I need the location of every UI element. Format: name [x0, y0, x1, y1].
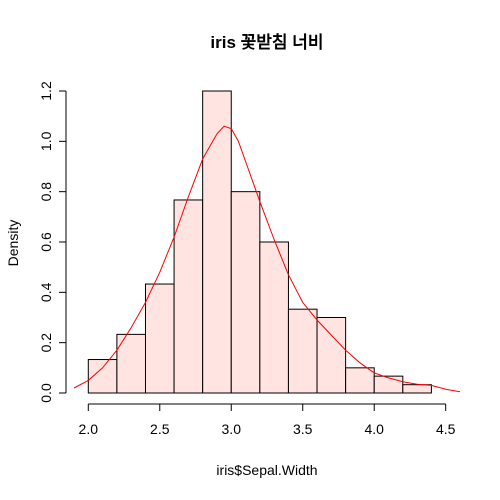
histogram-bar [173, 199, 204, 394]
y-tick-label: 1.2 [38, 81, 54, 101]
histogram-bar [202, 90, 232, 394]
x-axis-label: iris$Sepal.Width [216, 462, 317, 478]
x-tick-label: 3.5 [293, 421, 313, 437]
y-axis: 0.0 0.2 0.4 0.6 0.8 1.0 1.2 [38, 81, 67, 403]
histogram-bar [316, 317, 347, 394]
histogram-bar [116, 333, 146, 394]
density-curve-layer [73, 125, 461, 393]
y-tick-label: 0.6 [38, 232, 54, 252]
x-tick-label: 4.0 [364, 421, 384, 437]
x-tick-label: 4.5 [436, 421, 456, 437]
y-axis-label: Density [5, 220, 21, 267]
histogram-bar [373, 375, 404, 394]
y-tick-label: 0.8 [38, 182, 54, 202]
histogram-bar [144, 283, 175, 394]
y-tick-label: 0.2 [38, 333, 54, 353]
density-curve [73, 125, 461, 393]
histogram-bar [287, 308, 318, 394]
x-tick-label: 2.5 [150, 421, 170, 437]
y-tick-label: 0.4 [38, 282, 54, 302]
y-tick-label: 1.0 [38, 131, 54, 151]
chart-title: iris 꽃받침 너비 [210, 32, 323, 52]
histogram-bar [259, 241, 289, 394]
histogram-bar [402, 384, 432, 394]
histogram-bar [230, 191, 261, 394]
histogram-bars [87, 90, 432, 394]
x-axis: 2.0 2.5 3.0 3.5 4.0 4.5 [79, 403, 456, 437]
histogram-bar [345, 367, 375, 394]
x-tick-label: 3.0 [222, 421, 242, 437]
y-tick-label: 0.0 [38, 383, 54, 403]
x-tick-label: 2.0 [79, 421, 99, 437]
